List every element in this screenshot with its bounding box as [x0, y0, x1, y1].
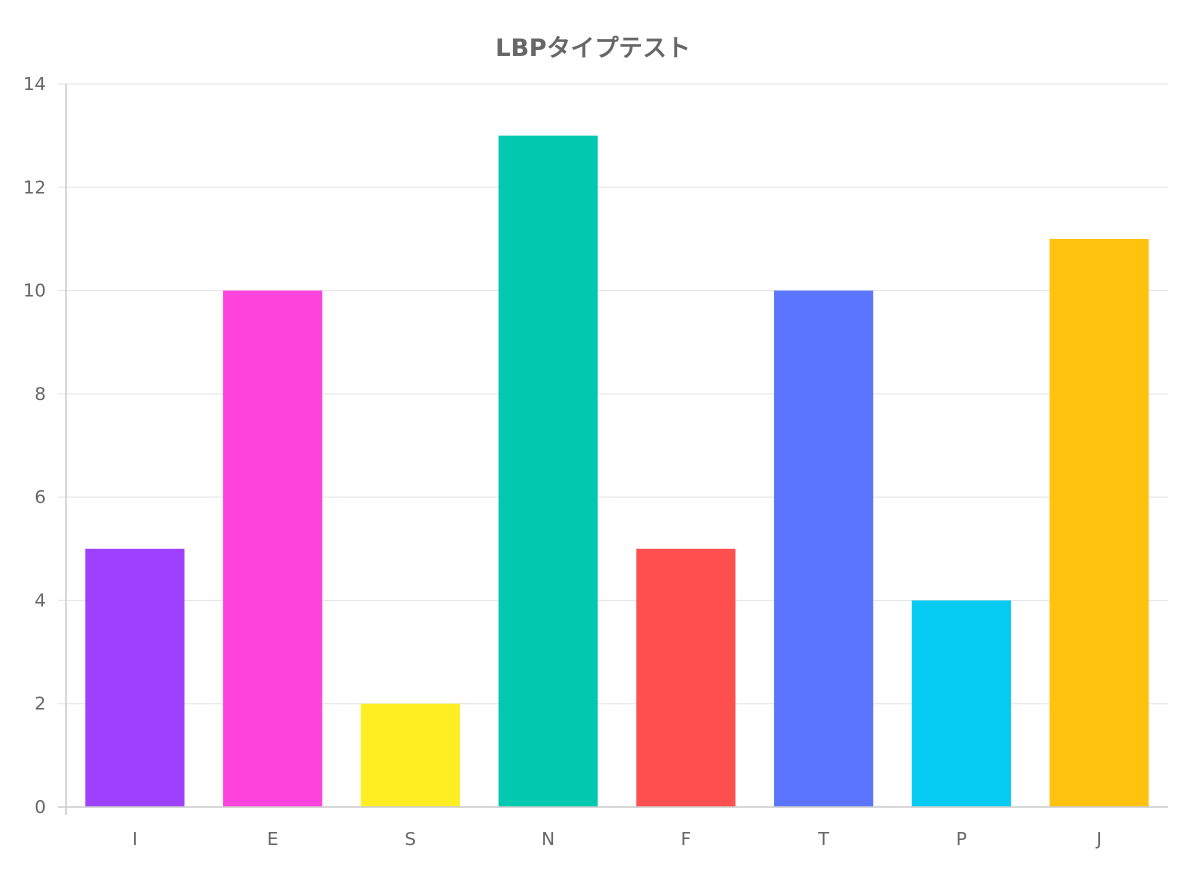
bar-n [498, 135, 598, 808]
y-tick-label: 0 [35, 797, 46, 818]
bar-i [85, 548, 185, 807]
x-tick-label: E [267, 829, 278, 850]
bar-s [360, 703, 460, 807]
y-tick-label: 8 [35, 384, 46, 405]
bar-p [911, 600, 1011, 807]
bar-e [223, 290, 323, 808]
y-tick-label: 2 [35, 694, 46, 715]
y-tick-label: 12 [23, 177, 46, 198]
x-tick-label: N [541, 829, 554, 850]
y-tick-label: 6 [35, 487, 46, 508]
bar-f [636, 548, 736, 807]
bars [85, 135, 1149, 808]
y-tick-label: 10 [23, 281, 46, 302]
y-tick-label: 14 [23, 74, 46, 95]
x-tick-label: S [405, 829, 416, 850]
bar-j [1049, 238, 1149, 807]
x-tick-label: I [132, 829, 137, 850]
chart-title: LBPタイプテスト [495, 34, 690, 62]
y-axis-ticks: 0 2 4 6 8 10 12 14 [23, 74, 46, 818]
x-tick-label: J [1095, 829, 1101, 850]
y-tick-label: 4 [35, 590, 46, 611]
bar-t [774, 290, 874, 808]
x-tick-label: T [817, 829, 830, 850]
x-tick-label: F [681, 829, 691, 850]
x-tick-label: P [956, 829, 967, 850]
